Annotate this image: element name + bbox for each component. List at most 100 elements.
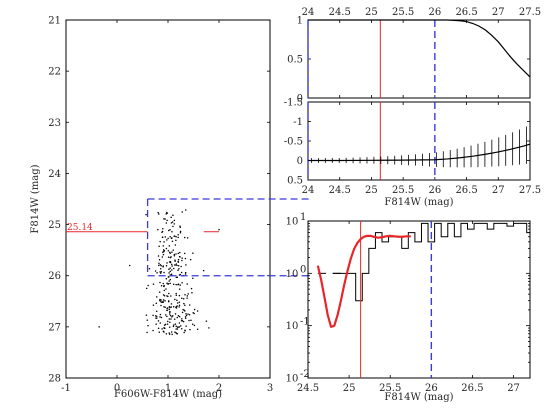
cmd-star-point: [145, 314, 148, 316]
cmd-star-point: [145, 287, 148, 290]
cmd-star-point: [165, 288, 167, 290]
cmd-star-point: [177, 283, 179, 286]
bias-panel: 24 24.5 25 25.5 26 26.5 27 27.5 -1.5 -1 -0.5 0 0.5 F8…: [284, 98, 541, 209]
cmd-star-point: [169, 267, 171, 269]
cmd-star-point: [182, 308, 184, 311]
bias-y-tick-label: 0: [297, 156, 303, 167]
cmd-star-point: [175, 328, 177, 330]
cmd-star-point: [168, 326, 171, 328]
cmd-star-point: [164, 236, 167, 238]
cmd-star-point: [179, 232, 182, 234]
cmd-star-point: [171, 314, 174, 317]
cmd-star-point: [156, 271, 158, 274]
cmd-star-point: [168, 292, 170, 295]
cmd-star-point: [155, 310, 158, 312]
cmd-star-point: [176, 305, 179, 307]
cmd-star-point: [172, 214, 174, 217]
cmd-star-point: [178, 294, 181, 297]
cmd-star-point: [160, 300, 162, 303]
cmd-star-point: [193, 308, 196, 311]
completeness-panel: 24 24.5 25 25.5 26 26.5 27 27.5 0 0.5 1: [287, 7, 541, 105]
lf-y-tick-exponent: -2: [300, 369, 310, 380]
cmd-star-point: [165, 222, 168, 224]
cmd-star-point: [155, 323, 157, 325]
cmd-star-point: [162, 265, 165, 267]
cmd-star-point: [167, 295, 169, 298]
completeness-x-tick-label: 26: [428, 7, 441, 18]
cmd-star-point: [169, 278, 172, 281]
bias-frame: [307, 101, 531, 181]
cmd-star-point: [172, 325, 175, 328]
cmd-star-point: [170, 256, 172, 258]
cmd-star-point: [158, 245, 160, 248]
cmd-star-point: [163, 324, 166, 326]
cmd-star-point: [173, 223, 175, 225]
cmd-star-point: [160, 285, 163, 287]
completeness-y-tick-label: 0: [297, 94, 303, 105]
cmd-star-point: [169, 321, 171, 323]
cmd-star-point: [145, 213, 147, 216]
cmd-star-point: [172, 225, 174, 228]
cmd-star-point: [180, 328, 183, 330]
cmd-star-point: [158, 262, 160, 264]
lf-y-tick-label: 10: [286, 321, 299, 332]
bias-x-tick-label: 24: [302, 185, 315, 196]
cmd-star-point: [173, 219, 176, 222]
cmd-star-point: [161, 236, 164, 238]
cmd-star-point: [168, 332, 170, 334]
lf-y-tick-label: 10: [286, 374, 299, 385]
cmd-star-point: [178, 315, 181, 318]
cmd-star-point: [161, 256, 164, 258]
bias-x-axis-label: F814W (mag): [384, 197, 453, 208]
bias-x-tick-label: 27.5: [519, 185, 541, 196]
cmd-star-point: [166, 219, 168, 222]
cmd-star-point: [174, 244, 177, 246]
cmd-star-point: [172, 283, 175, 286]
completeness-x-tick-label: 24: [302, 7, 315, 18]
cmd-star-point: [167, 237, 169, 240]
cmd-star-point: [146, 331, 148, 334]
lf-x-axis-label: F814W (mag): [384, 392, 453, 403]
cmd-star-point: [169, 310, 171, 313]
cmd-star-point: [171, 251, 173, 253]
cmd-star-point: [171, 333, 173, 336]
lf-frame: [307, 220, 531, 379]
cmd-star-point: [179, 273, 182, 276]
cmd-y-tick-label: 21: [48, 16, 61, 27]
cmd-star-point: [178, 306, 180, 308]
cmd-star-point: [185, 313, 187, 315]
cmd-star-point: [183, 236, 186, 239]
completeness-x-tick-label: 25: [365, 7, 378, 18]
cmd-star-point: [170, 273, 173, 275]
cmd-star-point: [177, 258, 180, 261]
lf-y-tick-exponent: -1: [300, 317, 310, 328]
cmd-star-point: [184, 329, 186, 332]
cmd-star-point: [163, 327, 166, 329]
cmd-star-point: [175, 292, 177, 295]
cmd-star-point: [172, 305, 175, 308]
cmd-star-point: [152, 314, 154, 317]
cmd-star-point: [129, 264, 131, 267]
cmd-star-point: [163, 271, 165, 274]
cmd-star-point: [156, 315, 158, 318]
cmd-star-point: [184, 271, 187, 274]
bias-y-tick-label: -0.5: [284, 137, 303, 148]
cmd-star-point: [170, 263, 173, 266]
cmd-star-point: [170, 306, 173, 308]
cmd-star-point: [181, 318, 183, 320]
cmd-star-point: [161, 301, 163, 304]
cmd-star-point: [173, 318, 176, 320]
cmd-star-point: [184, 273, 187, 275]
cmd-star-point: [176, 332, 178, 335]
cmd-star-point: [168, 318, 171, 320]
cmd-star-point: [189, 328, 191, 331]
cmd-star-point: [166, 323, 169, 325]
cmd-star-point: [186, 295, 189, 297]
cmd-star-point: [185, 314, 188, 317]
cmd-star-point: [172, 249, 174, 251]
cmd-star-point: [158, 213, 160, 215]
bias-y-tick-label: 0.5: [287, 176, 303, 187]
bias-x-tick-label: 26.5: [455, 185, 477, 196]
cmd-star-point: [176, 316, 178, 319]
cmd-star-point: [162, 282, 165, 285]
